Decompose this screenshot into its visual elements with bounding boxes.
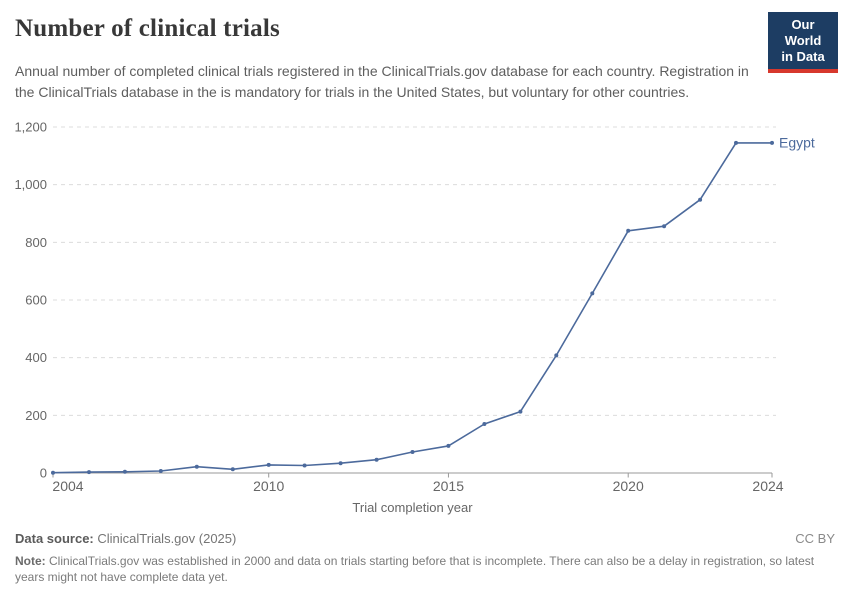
note-label: Note: (15, 554, 46, 568)
data-point (662, 224, 667, 229)
data-point (770, 140, 774, 145)
data-point (482, 422, 487, 426)
data-point (302, 463, 307, 468)
data-point (194, 464, 199, 469)
x-tick-label: 2020 (613, 478, 644, 494)
chart-note: Note: ClinicalTrials.gov was established… (15, 553, 827, 585)
line-chart: 0 200 400 600 800 1,000 1,200 2004 2010 2015 2020 2… (0, 110, 850, 522)
data-point (230, 467, 235, 472)
x-tick-label: 2024 (752, 478, 783, 494)
data-point (626, 228, 631, 233)
data-point (698, 197, 703, 202)
data-point (734, 140, 738, 145)
y-tick-label: 200 (25, 408, 47, 423)
x-tick-label: 2004 (52, 478, 83, 494)
license-badge: CC BY (795, 531, 835, 546)
data-point (51, 470, 55, 475)
y-tick-label: 1,000 (14, 177, 47, 192)
data-point (446, 443, 451, 448)
data-point (374, 457, 379, 462)
y-tick-label: 0 (40, 466, 47, 481)
x-tick-label: 2015 (433, 478, 464, 494)
data-point (266, 462, 271, 467)
page-title: Number of clinical trials (15, 15, 280, 42)
series-line-egypt (52, 142, 772, 474)
y-tick-label: 400 (25, 350, 47, 365)
data-point (158, 469, 163, 473)
data-source: Data source: ClinicalTrials.gov (2025) (15, 531, 236, 546)
data-point (518, 409, 523, 414)
note-value: ClinicalTrials.gov was established in 20… (15, 554, 815, 584)
owid-logo-line2: in Data (781, 49, 825, 64)
data-point (122, 469, 127, 474)
owid-logo-line1: Our World (784, 17, 822, 48)
owid-logo: Our World in Data (768, 12, 838, 73)
chart-subtitle: Annual number of completed clinical tria… (15, 63, 749, 100)
data-point (554, 353, 559, 358)
y-tick-label: 600 (25, 293, 47, 308)
data-point (590, 291, 595, 296)
series-end-label: Egypt (779, 134, 815, 150)
data-point (87, 470, 91, 475)
chart-canvas: 0 200 400 600 800 1,000 1,200 2004 2010 2015 2020 2… (14, 120, 815, 516)
data-source-value: ClinicalTrials.gov (2025) (97, 531, 237, 546)
x-tick-label: 2010 (253, 478, 284, 494)
data-point (410, 450, 415, 454)
y-tick-label: 800 (25, 235, 47, 250)
data-point (338, 461, 343, 466)
x-axis-title: Trial completion year (352, 500, 473, 515)
y-tick-label: 1,200 (14, 120, 47, 135)
data-source-label: Data source: (15, 531, 94, 546)
chart-footer: Data source: ClinicalTrials.gov (2025) C… (15, 531, 835, 546)
